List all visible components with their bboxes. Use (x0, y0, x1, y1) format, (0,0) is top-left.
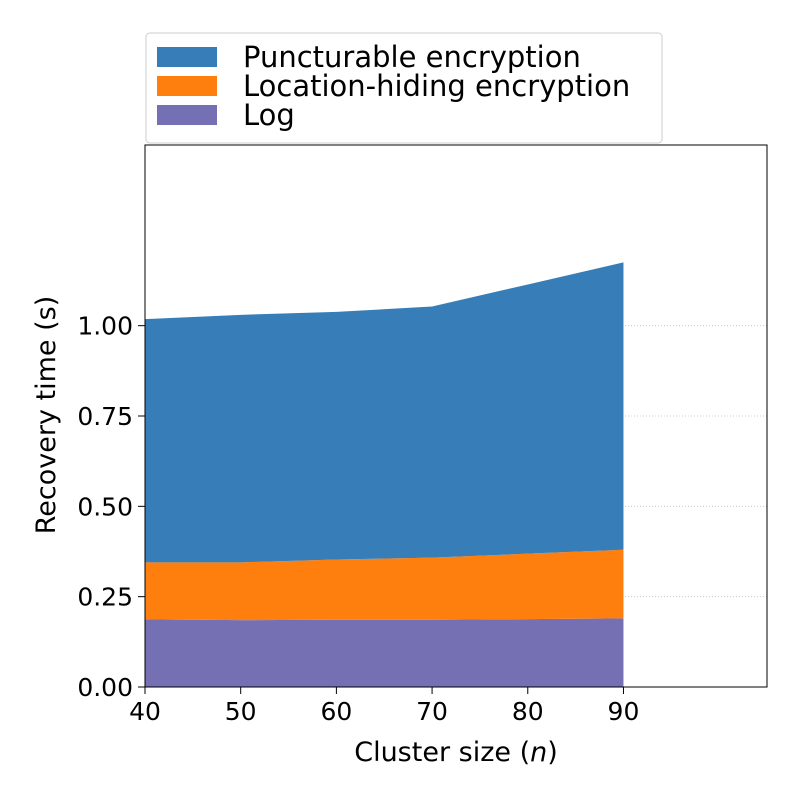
x-axis-label: Cluster size (n) (354, 737, 558, 768)
legend-frame (145, 32, 663, 144)
y-axis-ticks: 0.00 0.25 0.50 0.75 1.00 (77, 312, 145, 702)
x-axis-ticks: 40 50 60 70 80 90 (129, 687, 639, 726)
y-tick-label: 0.50 (77, 492, 133, 521)
legend-label-puncturable-encryption: Puncturable encryption (243, 40, 581, 74)
x-tick-label: 50 (225, 697, 257, 726)
x-tick-label: 80 (512, 697, 544, 726)
x-tick-label: 40 (129, 697, 161, 726)
legend-swatch-log (157, 105, 217, 125)
y-tick-label: 1.00 (77, 312, 133, 341)
legend-swatch-location-hiding-encryption (157, 76, 217, 96)
legend-label-log: Log (243, 98, 295, 132)
area-location-hiding-encryption (145, 549, 624, 621)
y-tick-label: 0.00 (77, 673, 133, 702)
y-tick-label: 0.75 (77, 402, 133, 431)
area-log (145, 618, 624, 687)
x-tick-label: 90 (608, 697, 640, 726)
area-puncturable-encryption (145, 262, 624, 563)
legend-swatch-puncturable-encryption (157, 47, 217, 67)
legend-label-location-hiding-encryption: Location-hiding encryption (243, 69, 630, 103)
x-tick-label: 70 (416, 697, 448, 726)
y-axis-label: Recovery time (s) (31, 296, 62, 535)
y-tick-label: 0.25 (77, 583, 133, 612)
x-tick-label: 60 (320, 697, 352, 726)
area-series (145, 262, 624, 687)
